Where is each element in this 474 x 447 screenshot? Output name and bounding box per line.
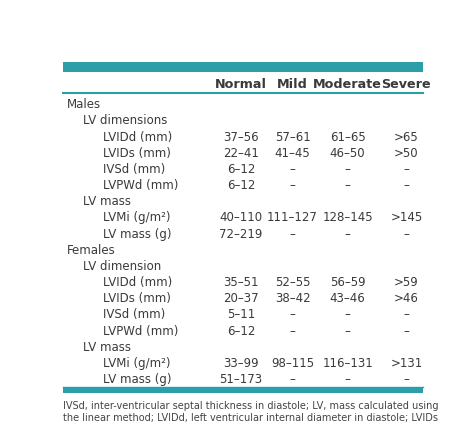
Text: LVMi (g/m²): LVMi (g/m²)	[103, 357, 171, 370]
Text: 57–61: 57–61	[274, 131, 310, 143]
Text: LV dimensions: LV dimensions	[83, 114, 167, 127]
Text: 52–55: 52–55	[275, 276, 310, 289]
Text: LVMi (g/m²): LVMi (g/m²)	[103, 211, 171, 224]
Text: IVSd (mm): IVSd (mm)	[103, 308, 165, 321]
Text: 5–11: 5–11	[227, 308, 255, 321]
Text: –: –	[290, 325, 295, 337]
Text: 20–37: 20–37	[223, 292, 259, 305]
Text: IVSd (mm): IVSd (mm)	[103, 163, 165, 176]
Text: 38–42: 38–42	[275, 292, 310, 305]
Text: –: –	[403, 325, 410, 337]
Text: –: –	[345, 308, 351, 321]
Text: –: –	[290, 308, 295, 321]
Text: –: –	[290, 228, 295, 240]
Text: 40–110: 40–110	[219, 211, 263, 224]
Text: 56–59: 56–59	[330, 276, 365, 289]
Text: –: –	[403, 373, 410, 386]
Text: Males: Males	[66, 98, 100, 111]
Bar	[63, 387, 423, 393]
Text: LVIDs (mm): LVIDs (mm)	[103, 292, 171, 305]
Text: 35–51: 35–51	[223, 276, 259, 289]
Text: Severe: Severe	[382, 77, 431, 90]
Text: LV mass (g): LV mass (g)	[103, 228, 172, 240]
Text: LVPWd (mm): LVPWd (mm)	[103, 325, 179, 337]
Text: IVSd, inter-ventricular septal thickness in diastole; LV, mass calculated using
: IVSd, inter-ventricular septal thickness…	[63, 401, 438, 423]
Text: >46: >46	[394, 292, 419, 305]
Text: 128–145: 128–145	[322, 211, 373, 224]
Text: –: –	[290, 179, 295, 192]
Text: –: –	[345, 179, 351, 192]
Text: LVIDd (mm): LVIDd (mm)	[103, 131, 173, 143]
Text: >145: >145	[390, 211, 422, 224]
Text: 6–12: 6–12	[227, 163, 255, 176]
Text: 111–127: 111–127	[267, 211, 318, 224]
Text: –: –	[345, 325, 351, 337]
Text: –: –	[290, 163, 295, 176]
Text: –: –	[345, 373, 351, 386]
Text: 46–50: 46–50	[330, 147, 365, 160]
Text: LV mass (g): LV mass (g)	[103, 373, 172, 386]
Text: –: –	[345, 163, 351, 176]
Text: >65: >65	[394, 131, 419, 143]
Text: –: –	[403, 163, 410, 176]
Text: LV mass: LV mass	[83, 195, 131, 208]
Bar	[63, 62, 423, 72]
Text: 33–99: 33–99	[223, 357, 259, 370]
Text: –: –	[345, 228, 351, 240]
Text: 61–65: 61–65	[330, 131, 365, 143]
Text: 116–131: 116–131	[322, 357, 373, 370]
Text: 6–12: 6–12	[227, 325, 255, 337]
Text: LV mass: LV mass	[83, 341, 131, 354]
Text: –: –	[290, 373, 295, 386]
Text: Normal: Normal	[215, 77, 267, 90]
Text: >131: >131	[390, 357, 422, 370]
Text: Moderate: Moderate	[313, 77, 382, 90]
Text: Mild: Mild	[277, 77, 308, 90]
Text: 43–46: 43–46	[330, 292, 365, 305]
Text: 22–41: 22–41	[223, 147, 259, 160]
Text: 37–56: 37–56	[223, 131, 259, 143]
Text: 98–115: 98–115	[271, 357, 314, 370]
Text: –: –	[403, 308, 410, 321]
Text: Females: Females	[66, 244, 115, 257]
Text: –: –	[403, 179, 410, 192]
Text: 72–219: 72–219	[219, 228, 263, 240]
Text: 6–12: 6–12	[227, 179, 255, 192]
Text: >59: >59	[394, 276, 419, 289]
Text: LVPWd (mm): LVPWd (mm)	[103, 179, 179, 192]
Text: 51–173: 51–173	[219, 373, 263, 386]
Text: –: –	[403, 228, 410, 240]
Text: LVIDs (mm): LVIDs (mm)	[103, 147, 171, 160]
Text: >50: >50	[394, 147, 419, 160]
Text: 41–45: 41–45	[274, 147, 310, 160]
Text: LVIDd (mm): LVIDd (mm)	[103, 276, 173, 289]
Text: LV dimension: LV dimension	[83, 260, 161, 273]
